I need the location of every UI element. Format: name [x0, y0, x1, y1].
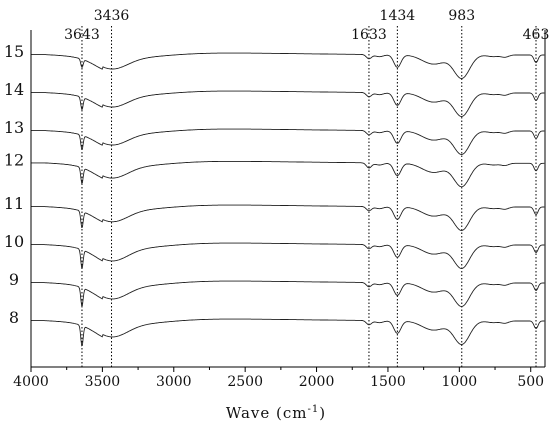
spectrum-line	[31, 204, 545, 231]
x-tick-label: 3000	[156, 374, 192, 390]
series-label: 12	[4, 150, 24, 169]
spectrum-line	[31, 128, 545, 155]
x-tick-label: 2500	[227, 374, 263, 390]
spectrum-line	[31, 318, 545, 347]
x-tick-label: 3500	[85, 374, 121, 390]
peak-label: 463	[523, 27, 550, 43]
spectrum-line	[31, 160, 545, 188]
x-axis: 4000 3500 3000 2500 2000 1500 1000 500	[13, 30, 546, 390]
series-label: 8	[9, 308, 19, 327]
spectrum-line	[31, 242, 545, 269]
peak-label: 3436	[94, 8, 130, 24]
x-tick-label: 2000	[299, 374, 335, 390]
peak-label: 3643	[64, 27, 100, 43]
series-label: 15	[4, 42, 24, 61]
peak-label: 1434	[380, 8, 416, 24]
series-label: 11	[4, 194, 24, 213]
series-label: 9	[9, 270, 19, 289]
peak-label: 1633	[351, 27, 387, 43]
x-axis-title: Wave (cm-1)	[226, 404, 326, 422]
x-tick-label: 500	[517, 374, 544, 390]
spectra-series: 15 14 13 12 11 10 9 8	[4, 42, 545, 347]
series-label: 14	[4, 80, 24, 99]
x-tick-label: 4000	[13, 374, 49, 390]
reference-lines: 3643 3436 1633 1434 983 463	[64, 8, 549, 367]
series-label: 10	[4, 232, 24, 251]
spectrum-line	[31, 90, 545, 117]
x-tick-label: 1500	[370, 374, 406, 390]
x-tick-label: 1000	[442, 374, 478, 390]
peak-label: 983	[448, 8, 475, 24]
spectrum-line	[31, 52, 545, 79]
spectrum-line	[31, 280, 545, 307]
series-label: 13	[4, 118, 24, 137]
